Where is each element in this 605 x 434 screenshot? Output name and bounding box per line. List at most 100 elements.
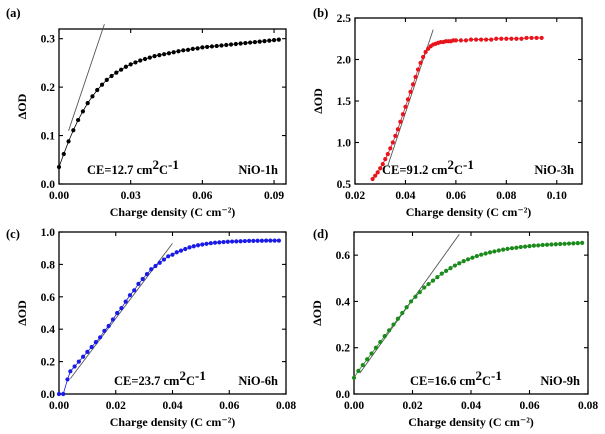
data-point	[264, 238, 269, 243]
data-trace	[372, 37, 542, 180]
data-point	[558, 241, 563, 247]
x-tick-label: 0.08	[578, 400, 598, 412]
x-tick-label: 0.06	[219, 400, 239, 412]
data-point	[61, 151, 66, 157]
data-point	[468, 37, 474, 42]
data-point	[119, 306, 124, 311]
data-point	[534, 35, 539, 41]
data-point	[549, 242, 554, 247]
data-point	[115, 310, 120, 316]
y-tick-label: 0.8	[41, 259, 56, 271]
data-trace	[59, 240, 279, 395]
data-point	[463, 38, 469, 43]
y-tick-label: 0.2	[336, 343, 351, 355]
data-point	[268, 238, 273, 243]
linear-fit-line	[69, 243, 173, 379]
data-point	[383, 157, 388, 162]
y-tick-label: 0.4	[41, 324, 56, 336]
data-point	[85, 349, 90, 354]
x-axis-title: Charge density (C cm⁻²)	[110, 415, 236, 429]
ce-superscript: -1	[491, 368, 502, 383]
data-point	[484, 37, 489, 42]
data-point	[404, 305, 409, 310]
data-point	[225, 239, 230, 244]
data-point	[509, 36, 514, 41]
data-point	[369, 351, 374, 356]
data-point	[212, 240, 218, 245]
data-point	[56, 391, 62, 397]
data-point	[365, 357, 370, 362]
data-point	[405, 97, 411, 102]
data-point	[71, 128, 76, 133]
data-point	[494, 36, 499, 41]
data-point	[224, 42, 229, 48]
data-point	[544, 242, 550, 247]
y-tick-label: 0.6	[41, 292, 56, 304]
data-point	[90, 94, 95, 99]
y-tick-label: 2.5	[337, 13, 352, 25]
y-axis-title: ΔOD	[15, 300, 29, 326]
data-point	[276, 238, 282, 243]
x-tick-label: 0.00	[344, 400, 364, 412]
data-point	[395, 127, 400, 132]
data-point	[99, 82, 105, 87]
data-point	[95, 87, 100, 93]
y-tick-label: 0.2	[41, 82, 56, 94]
data-point	[505, 246, 510, 251]
data-point	[123, 64, 129, 69]
data-point	[76, 117, 81, 123]
data-point	[423, 49, 428, 55]
x-tick-label: 0.10	[547, 190, 567, 202]
data-point	[553, 242, 558, 247]
plot-frame	[58, 28, 287, 185]
x-axis-title: Charge density (C cm⁻²)	[110, 205, 236, 219]
data-point	[470, 255, 475, 260]
data-point	[439, 271, 444, 276]
data-point	[413, 294, 418, 299]
data-point	[132, 288, 137, 293]
data-point	[514, 245, 519, 250]
y-tick-label: 0.2	[41, 357, 56, 369]
ce-superscript: 2	[179, 368, 186, 383]
data-point	[562, 241, 567, 246]
linear-fit-line	[387, 29, 434, 166]
data-point	[492, 249, 497, 254]
data-point	[171, 50, 176, 55]
y-axis-title: ΔOD	[15, 93, 29, 119]
data-point	[483, 251, 488, 256]
y-tick-label: 0.0	[41, 389, 56, 401]
data-point	[238, 41, 243, 46]
x-tick-label: 0.00	[49, 400, 69, 412]
ce-text-part: C	[186, 374, 195, 388]
data-point	[393, 133, 398, 138]
y-tick-label: 0.0	[336, 389, 351, 401]
data-point	[465, 257, 471, 262]
data-point	[272, 238, 277, 243]
data-point	[174, 250, 179, 255]
data-point	[68, 369, 73, 374]
data-point	[385, 152, 390, 157]
data-point	[81, 354, 86, 359]
data-point	[229, 239, 235, 244]
data-point	[127, 293, 133, 298]
ce-superscript: -1	[168, 157, 179, 172]
data-point	[200, 242, 205, 247]
data-point	[453, 38, 458, 43]
x-axis-title: Charge density (C cm⁻²)	[408, 415, 534, 429]
y-axis-title: ΔOD	[310, 300, 324, 326]
data-point	[479, 37, 484, 42]
data-point	[238, 239, 243, 244]
data-point	[457, 261, 462, 266]
data-point	[183, 246, 188, 252]
x-tick-label: 0.02	[402, 400, 422, 412]
x-tick-label: 0.04	[395, 190, 415, 202]
data-point	[191, 244, 196, 249]
y-tick-label: 1.5	[337, 96, 352, 108]
data-point	[267, 38, 272, 43]
data-point	[391, 322, 396, 327]
data-point	[153, 263, 158, 269]
data-point	[501, 247, 506, 252]
data-point	[408, 89, 413, 94]
data-point	[200, 45, 205, 50]
data-point	[208, 241, 213, 246]
